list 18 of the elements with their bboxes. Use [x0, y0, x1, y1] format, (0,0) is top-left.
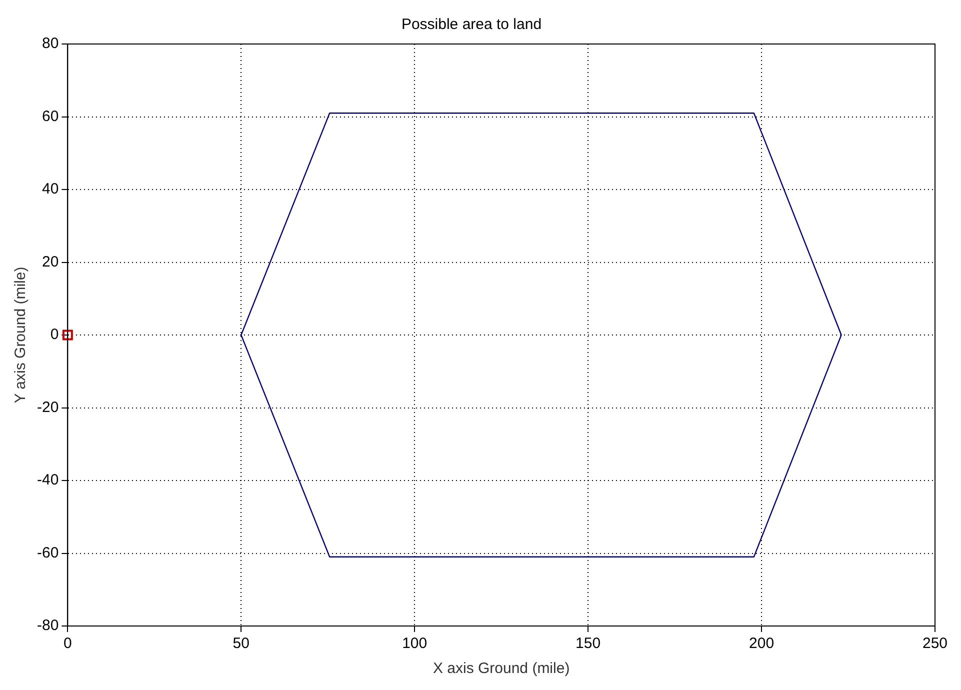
x-tick-label: 250 — [922, 635, 948, 652]
y-tick-label: 80 — [42, 35, 59, 52]
y-tick-label: 0 — [50, 326, 59, 344]
y-tick-label: -40 — [36, 472, 59, 489]
y-tick-label: -60 — [36, 544, 59, 562]
y-tick-label: 40 — [42, 180, 59, 198]
y-tick-label: 60 — [42, 108, 59, 125]
x-tick-label: 100 — [402, 635, 428, 652]
x-tick-label: 200 — [749, 635, 774, 652]
y-tick-label: -20 — [36, 398, 59, 416]
y-axis-title: Y axis Ground (mile) — [12, 266, 30, 404]
x-tick-label: 150 — [576, 635, 601, 652]
x-axis-title: X axis Ground (mile) — [432, 660, 570, 678]
y-tick-label: -80 — [36, 617, 59, 634]
y-tick-label: 20 — [42, 253, 59, 270]
x-tick-label: 50 — [232, 635, 250, 652]
x-tick-label: 0 — [64, 635, 72, 652]
chart-title: Possible area to land — [401, 16, 542, 34]
